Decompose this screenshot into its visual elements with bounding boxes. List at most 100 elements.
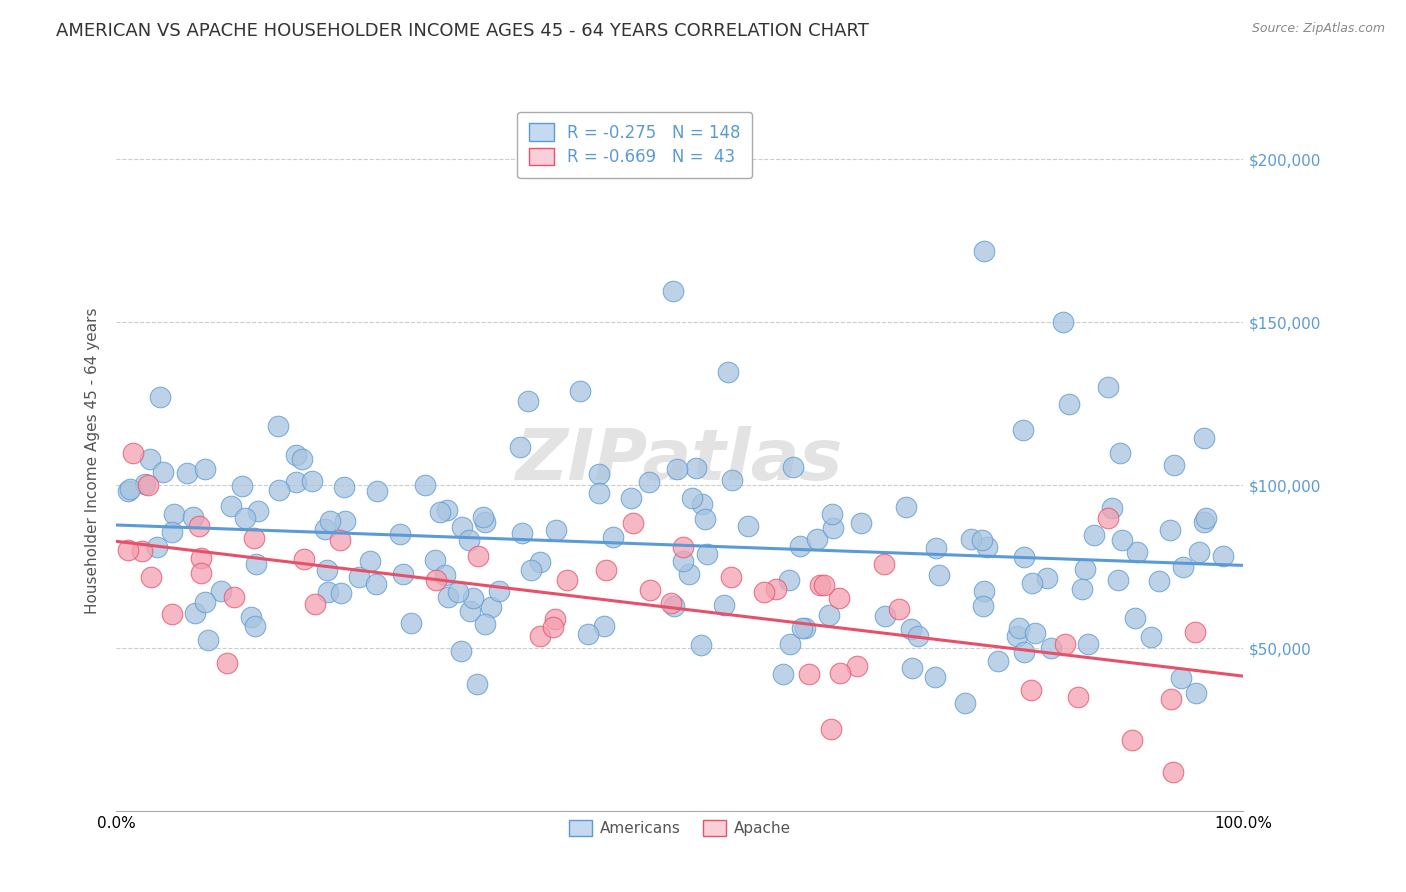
Point xyxy=(1077,637,1099,651)
Point xyxy=(1170,671,1192,685)
Point xyxy=(134,477,156,491)
Point xyxy=(873,557,896,571)
Point xyxy=(1107,573,1129,587)
Point xyxy=(136,478,159,492)
Point xyxy=(568,384,591,399)
Point xyxy=(217,656,239,670)
Point xyxy=(797,666,820,681)
Legend: Americans, Apache: Americans, Apache xyxy=(562,814,797,842)
Point xyxy=(152,466,174,480)
Point xyxy=(1097,380,1119,394)
Point xyxy=(450,643,472,657)
Point xyxy=(458,605,481,619)
Point xyxy=(720,570,742,584)
Point xyxy=(713,598,735,612)
Point xyxy=(1195,510,1218,524)
Point xyxy=(1125,545,1147,559)
Point xyxy=(638,582,661,597)
Point xyxy=(808,577,831,591)
Point xyxy=(516,394,538,409)
Point xyxy=(1212,549,1234,564)
Point xyxy=(479,599,502,614)
Point xyxy=(900,622,922,636)
Point xyxy=(347,569,370,583)
Point xyxy=(131,544,153,558)
Point xyxy=(425,573,447,587)
Point xyxy=(291,452,314,467)
Point xyxy=(209,583,232,598)
Point xyxy=(672,554,695,568)
Point xyxy=(678,566,700,581)
Point xyxy=(1071,582,1094,596)
Point xyxy=(1194,431,1216,445)
Point xyxy=(240,610,263,624)
Point xyxy=(1083,528,1105,542)
Point xyxy=(1149,574,1171,589)
Point xyxy=(292,552,315,566)
Point xyxy=(696,547,718,561)
Point xyxy=(247,504,270,518)
Point xyxy=(425,553,447,567)
Point xyxy=(319,514,342,528)
Point xyxy=(509,440,531,454)
Point xyxy=(458,533,481,548)
Point xyxy=(690,497,713,511)
Point xyxy=(122,445,145,459)
Point xyxy=(907,629,929,643)
Point xyxy=(1101,501,1123,516)
Point xyxy=(183,606,205,620)
Point xyxy=(901,660,924,674)
Point xyxy=(1074,562,1097,576)
Point xyxy=(896,500,918,515)
Point xyxy=(392,566,415,581)
Point xyxy=(162,607,184,621)
Point xyxy=(793,621,815,635)
Point xyxy=(304,597,326,611)
Point xyxy=(721,473,744,487)
Point xyxy=(117,543,139,558)
Point xyxy=(366,484,388,499)
Point xyxy=(1139,630,1161,644)
Point xyxy=(621,516,644,531)
Point xyxy=(695,512,717,526)
Point xyxy=(737,518,759,533)
Point xyxy=(925,541,948,555)
Point xyxy=(399,615,422,630)
Point xyxy=(190,566,212,581)
Point xyxy=(541,620,564,634)
Point xyxy=(332,480,354,494)
Point xyxy=(1188,545,1211,559)
Point xyxy=(1053,637,1076,651)
Point xyxy=(529,629,551,643)
Point xyxy=(467,549,489,564)
Point xyxy=(146,540,169,554)
Point xyxy=(1066,690,1088,704)
Point xyxy=(1039,640,1062,655)
Point xyxy=(665,462,688,476)
Point xyxy=(779,637,801,651)
Point xyxy=(1024,626,1046,640)
Point xyxy=(1163,458,1185,472)
Point xyxy=(588,467,610,481)
Point xyxy=(269,483,291,497)
Point xyxy=(301,474,323,488)
Point xyxy=(772,667,794,681)
Point xyxy=(190,550,212,565)
Point xyxy=(817,608,839,623)
Text: ZIPatlas: ZIPatlas xyxy=(516,426,844,495)
Point xyxy=(471,510,494,524)
Point xyxy=(1008,621,1031,635)
Point xyxy=(953,696,976,710)
Point xyxy=(637,475,659,490)
Text: AMERICAN VS APACHE HOUSEHOLDER INCOME AGES 45 - 64 YEARS CORRELATION CHART: AMERICAN VS APACHE HOUSEHOLDER INCOME AG… xyxy=(56,22,869,40)
Point xyxy=(544,612,567,626)
Point xyxy=(1057,397,1080,411)
Point xyxy=(828,591,851,606)
Point xyxy=(792,621,814,635)
Point xyxy=(821,507,844,521)
Point xyxy=(314,522,336,536)
Point xyxy=(1052,315,1074,329)
Point xyxy=(1185,686,1208,700)
Point xyxy=(595,563,617,577)
Point xyxy=(242,531,264,545)
